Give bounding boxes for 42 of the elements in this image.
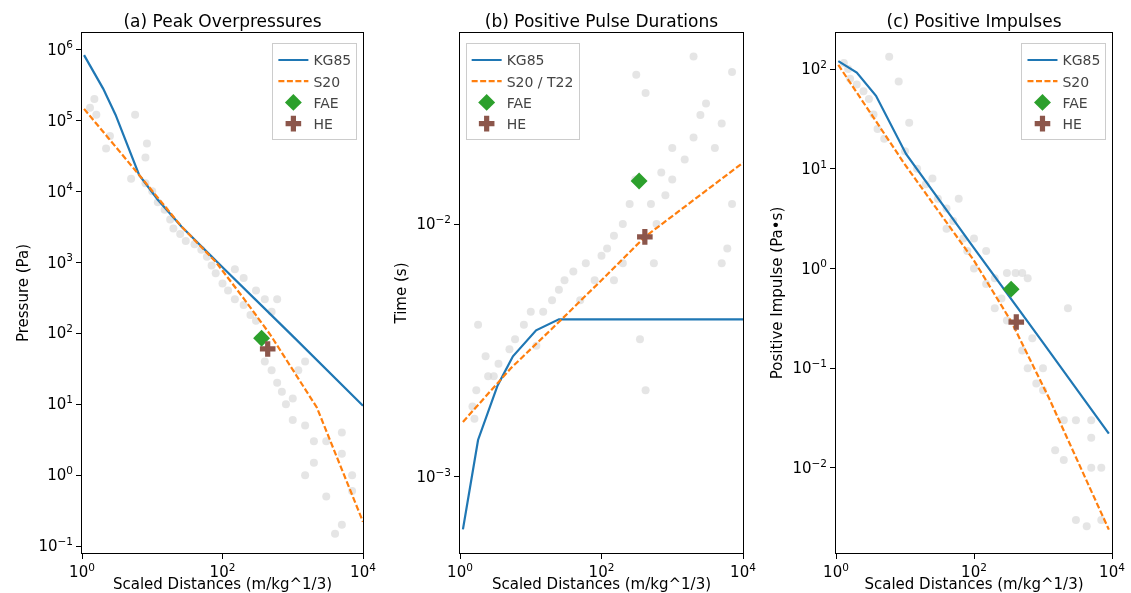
legend-label: KG85: [1062, 52, 1101, 69]
y-tick-label: 10$^{3}$: [47, 251, 73, 272]
y-tick-label: 10$^{−3}$: [416, 465, 451, 487]
y-tick-label: 10$^{0}$: [47, 464, 73, 485]
y-tick-label: 10$^{0}$: [801, 257, 827, 278]
y-axis-title: Pressure (Pa): [13, 243, 32, 343]
x-tick-label: 10$^{2}$: [588, 560, 615, 581]
legend-label: KG85: [506, 52, 545, 69]
legend-label: S20 / T22: [506, 73, 574, 90]
y-tick-label: 10$^{2}$: [47, 322, 73, 343]
legend-label: HE: [506, 116, 527, 133]
legend-label: HE: [1062, 116, 1082, 133]
y-axis-title: Time (s): [391, 262, 410, 325]
y-tick-label: 10$^{5}$: [47, 109, 73, 130]
chart-title: (a) Peak Overpressures: [123, 11, 322, 31]
y-tick-label: 10$^{−1}$: [38, 535, 73, 556]
y-tick-label: 10$^{2}$: [801, 58, 827, 79]
y-tick-label: 10$^{−2}$: [416, 213, 451, 234]
legend-label: FAE: [313, 94, 339, 111]
x-tick-label: 10$^{2}$: [209, 560, 236, 581]
x-tick-label: 10$^{4}$: [730, 560, 757, 581]
chart-title: (c) Positive Impulses: [886, 11, 1062, 31]
y-tick-label: 10$^{1}$: [47, 393, 73, 414]
legend-label: HE: [313, 116, 333, 133]
legend-label: FAE: [1062, 94, 1088, 111]
y-axis-title: Positive Impulse (Pa•s): [767, 206, 786, 380]
chart-title: (b) Positive Pulse Durations: [484, 11, 719, 31]
y-tick-label: 10$^{6}$: [47, 38, 74, 59]
x-tick-label: 10$^{4}$: [350, 560, 377, 581]
x-tick-label: 10$^{4}$: [1099, 560, 1126, 581]
legend-label: FAE: [506, 94, 532, 111]
y-tick-label: 10$^{−1}$: [792, 357, 827, 378]
x-tick-label: 10$^{2}$: [961, 560, 987, 581]
x-tick-label: 10$^{0}$: [69, 560, 95, 581]
y-tick-label: 10$^{1}$: [801, 157, 827, 179]
x-tick-label: 10$^{0}$: [823, 560, 849, 581]
legend-label: S20: [313, 73, 341, 90]
y-tick-label: 10$^{4}$: [47, 180, 74, 201]
legend-label: KG85: [313, 52, 352, 69]
x-tick-label: 10$^{0}$: [447, 560, 473, 581]
legend-label: S20: [1062, 73, 1090, 90]
y-tick-label: 10$^{−2}$: [792, 456, 827, 478]
